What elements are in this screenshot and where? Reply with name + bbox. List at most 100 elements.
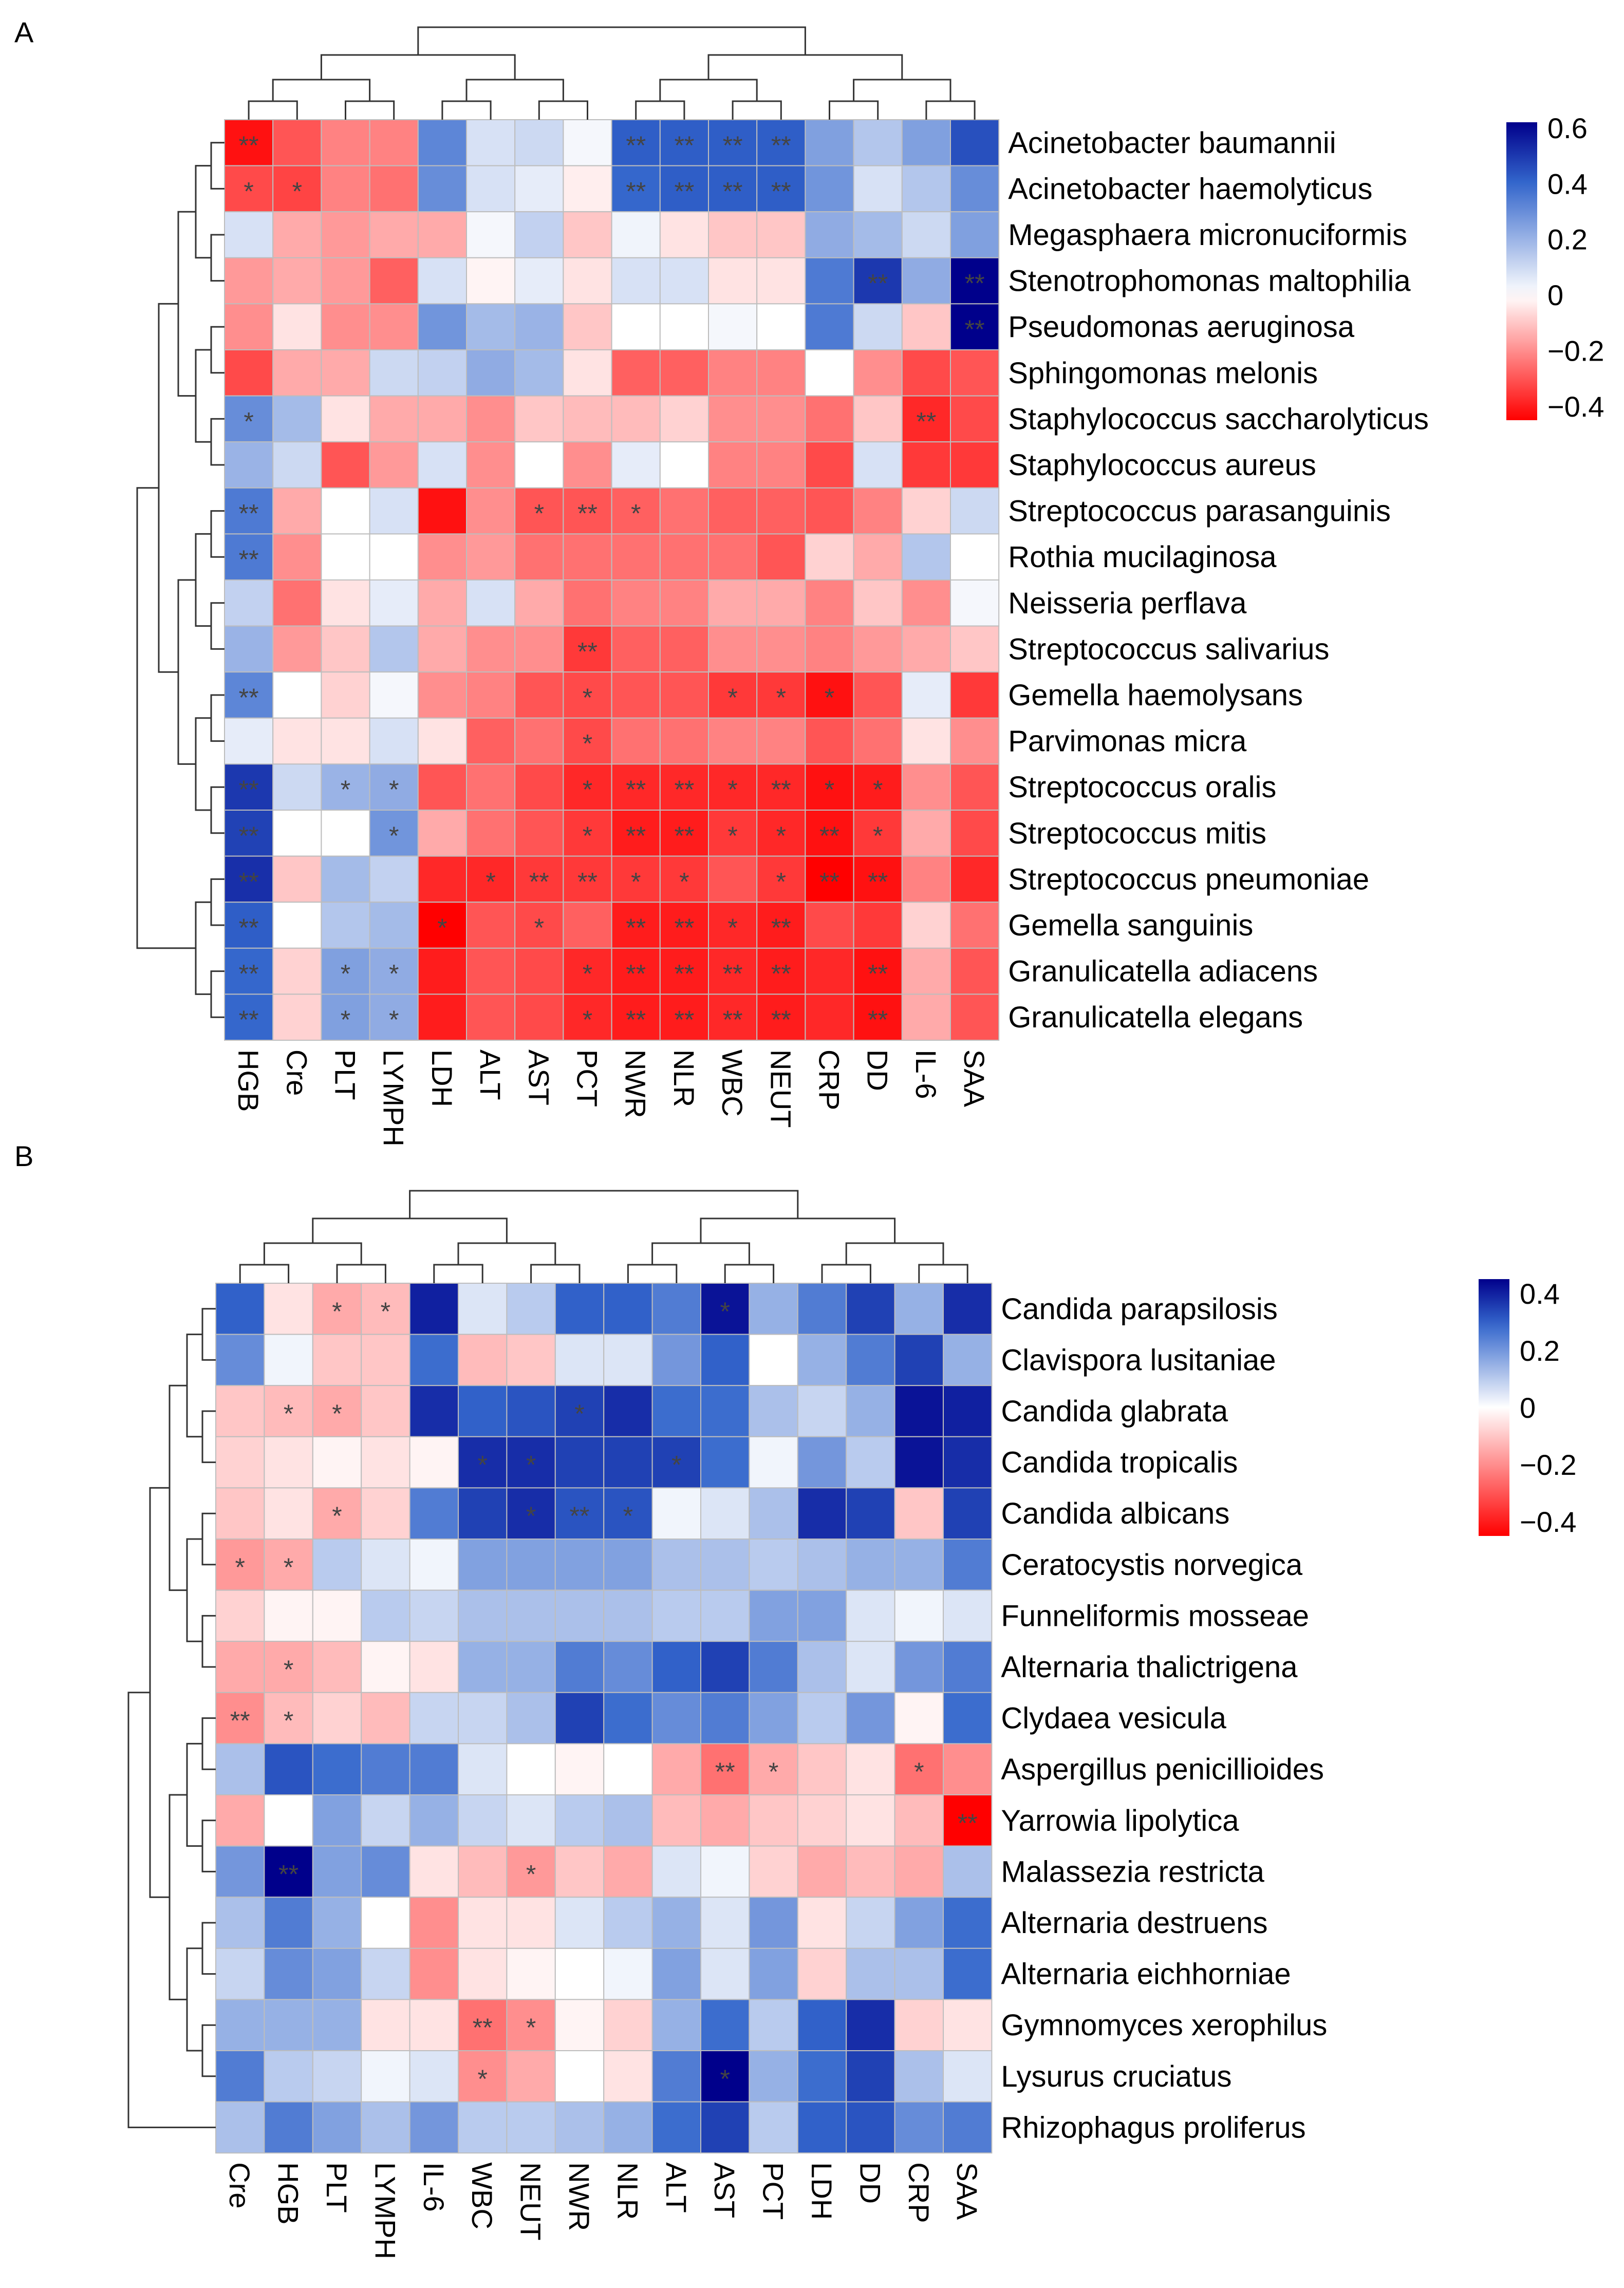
heatmap-cell xyxy=(659,441,710,489)
legend-tick-label: −0.4 xyxy=(1547,390,1604,423)
heatmap-cell xyxy=(417,717,467,765)
heatmap-cell xyxy=(805,211,854,258)
heatmap-cell xyxy=(611,579,661,627)
heatmap-cell xyxy=(321,533,370,581)
heatmap-cell xyxy=(458,2101,508,2154)
significance-mark: * xyxy=(583,775,592,804)
heatmap-cell xyxy=(603,1385,653,1437)
heatmap-cell xyxy=(264,1999,313,2051)
significance-mark: ** xyxy=(239,131,259,160)
significance-mark: * xyxy=(437,913,447,942)
heatmap-cell xyxy=(603,1692,653,1745)
heatmap-cell xyxy=(611,441,661,489)
heatmap-cell xyxy=(514,487,564,535)
heatmap-cell xyxy=(264,1845,313,1898)
dendrogram-branch xyxy=(201,1308,216,1361)
heatmap-cell xyxy=(369,855,419,903)
heatmap-cell xyxy=(749,1641,798,1693)
heatmap-cell xyxy=(514,211,564,258)
significance-mark: * xyxy=(477,2065,487,2093)
heatmap-cell xyxy=(458,1743,508,1795)
heatmap-cell xyxy=(901,211,951,258)
heatmap-cell xyxy=(321,717,370,765)
heatmap-cell xyxy=(554,1539,605,1591)
heatmap-cell xyxy=(805,579,854,627)
heatmap-cell xyxy=(563,211,612,258)
row-label-ceratocystis-norvegica: Ceratocystis norvegica xyxy=(1001,1548,1302,1582)
heatmap-cell xyxy=(797,1845,847,1898)
heatmap-cell xyxy=(272,671,322,719)
heatmap-cell xyxy=(312,1589,362,1642)
column-dendrogram xyxy=(248,26,976,120)
heatmap-cell xyxy=(361,1794,410,1847)
column-label-ldh: LDH xyxy=(806,2162,838,2220)
heatmap-cell xyxy=(554,1999,605,2051)
heatmap-cell xyxy=(264,1743,313,1795)
heatmap-cell xyxy=(563,579,612,627)
significance-mark: ** xyxy=(473,2013,493,2042)
heatmap-cell xyxy=(312,2050,362,2103)
significance-mark: ** xyxy=(570,1502,590,1530)
heatmap-cell xyxy=(458,1539,508,1591)
heatmap-cell xyxy=(563,395,612,443)
heatmap-cell xyxy=(659,855,710,903)
heatmap-cell xyxy=(321,810,370,857)
heatmap-cell xyxy=(417,303,467,351)
heatmap-cell xyxy=(846,1947,895,2000)
heatmap-cell xyxy=(943,1999,993,2051)
heatmap-cell xyxy=(506,2050,556,2103)
heatmap-cell xyxy=(409,1692,459,1745)
dendrogram-branch xyxy=(201,1512,216,1566)
heatmap-cell xyxy=(224,993,274,1041)
significance-mark: ** xyxy=(577,499,598,528)
heatmap-cell xyxy=(409,1487,459,1540)
heatmap-cell xyxy=(321,349,370,397)
column-label-plt: PLT xyxy=(321,2162,353,2213)
heatmap-cell xyxy=(466,902,516,949)
heatmap-cell xyxy=(458,1641,508,1693)
heatmap-cell xyxy=(603,1845,653,1898)
row-label-streptococcus-pneumoniae: Streptococcus pneumoniae xyxy=(1008,862,1369,896)
heatmap-cell xyxy=(417,671,467,719)
heatmap-cell xyxy=(466,533,516,581)
heatmap-cell xyxy=(805,441,854,489)
heatmap-cell xyxy=(651,1794,701,1847)
heatmap-cell xyxy=(272,579,322,627)
heatmap-cell xyxy=(756,349,806,397)
heatmap-cell xyxy=(224,257,274,305)
heatmap-cell xyxy=(506,1794,556,1847)
significance-mark: * xyxy=(526,2013,536,2042)
heatmap-cell xyxy=(458,1692,508,1745)
row-label-gemella-sanguinis: Gemella sanguinis xyxy=(1008,909,1253,942)
heatmap-cell xyxy=(272,487,322,535)
heatmap-cell xyxy=(514,671,564,719)
heatmap-cell xyxy=(409,1743,459,1795)
heatmap-cell xyxy=(797,1589,847,1642)
heatmap-cell xyxy=(361,1897,410,1949)
significance-mark: ** xyxy=(626,821,646,850)
significance-mark: ** xyxy=(771,177,791,205)
heatmap-cell xyxy=(756,533,806,581)
heatmap-cell xyxy=(611,947,661,995)
significance-mark: ** xyxy=(577,637,598,666)
heatmap-cell xyxy=(950,441,1000,489)
heatmap-cell xyxy=(943,1845,993,1898)
row-label-gymnomyces-xerophilus: Gymnomyces xerophilus xyxy=(1001,2009,1327,2042)
heatmap-cell xyxy=(901,810,951,857)
heatmap-cell xyxy=(264,1692,313,1745)
heatmap-cell xyxy=(756,211,806,258)
heatmap-cell xyxy=(846,1589,895,1642)
heatmap-cell xyxy=(264,1897,313,1949)
significance-mark: ** xyxy=(868,1005,888,1034)
heatmap-cell xyxy=(708,717,758,765)
heatmap-cell xyxy=(369,810,419,857)
heatmap-cell xyxy=(369,303,419,351)
heatmap-cell xyxy=(466,165,516,213)
significance-mark: ** xyxy=(239,821,259,850)
heatmap-cell xyxy=(853,487,903,535)
heatmap-cell xyxy=(224,763,274,811)
significance-mark: ** xyxy=(230,1706,250,1735)
heatmap-cell xyxy=(272,441,322,489)
heatmap-cell xyxy=(554,1897,605,1949)
